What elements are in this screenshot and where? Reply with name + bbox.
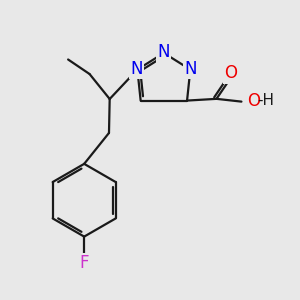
Text: N: N [130, 60, 143, 78]
Text: O: O [225, 64, 238, 82]
Text: -H: -H [257, 93, 274, 108]
Text: N: N [157, 43, 169, 61]
Text: N: N [185, 60, 197, 78]
Text: O: O [247, 92, 260, 110]
Text: F: F [80, 254, 89, 272]
